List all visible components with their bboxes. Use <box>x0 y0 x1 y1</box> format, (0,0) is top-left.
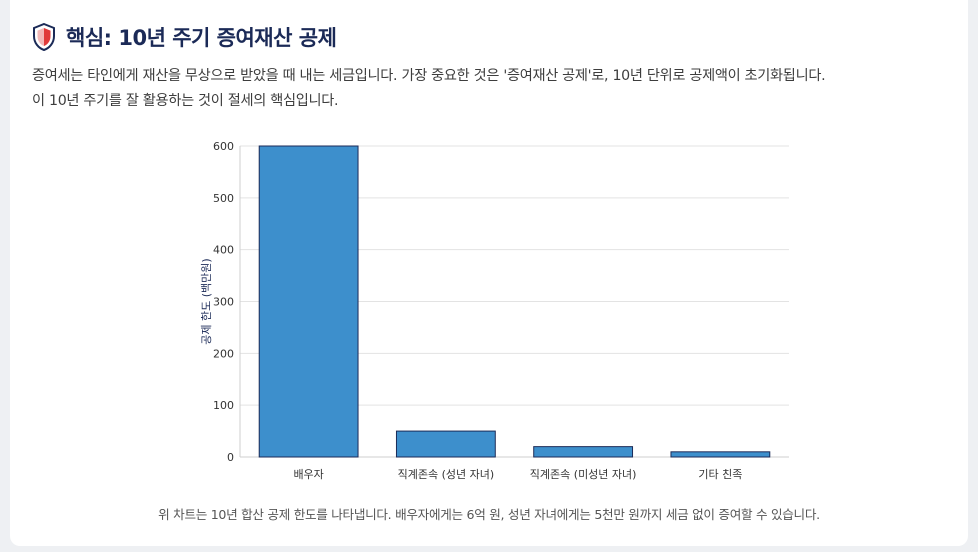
y-tick-label: 300 <box>213 296 234 309</box>
description-line-2: 이 10년 주기를 잘 활용하는 것이 절세의 핵심입니다. <box>32 93 339 109</box>
content-card: 핵심: 10년 주기 증여재산 공제 증여세는 타인에게 재산을 무상으로 받았… <box>10 0 968 546</box>
deduction-bar-chart: 0 100 200 300 400 500 600 공제 한도 (백만원) 배우자 직계존속 (성… <box>200 140 789 481</box>
page-title: 핵심: 10년 주기 증여재산 공제 <box>66 26 337 50</box>
chart-caption: 위 차트는 10년 합산 공제 한도를 나타냅니다. 배우자에게는 6억 원, … <box>158 507 820 522</box>
y-tick-label: 400 <box>213 244 234 257</box>
bar <box>533 446 634 458</box>
y-tick-label: 600 <box>213 140 234 153</box>
y-tick-label: 100 <box>213 399 234 412</box>
bar <box>395 430 496 458</box>
x-tick-label: 직계존속 (성년 자녀) <box>398 468 495 481</box>
y-tick-label: 500 <box>213 192 234 205</box>
x-tick-label: 배우자 <box>293 468 323 481</box>
shield-icon <box>33 23 55 51</box>
y-tick-label: 0 <box>227 451 234 464</box>
bar <box>670 451 771 458</box>
description: 증여세는 타인에게 재산을 무상으로 받았을 때 내는 세금입니다. 가장 중요… <box>32 64 957 114</box>
bar <box>258 145 359 458</box>
description-line-1: 증여세는 타인에게 재산을 무상으로 받았을 때 내는 세금입니다. 가장 중요… <box>32 68 826 84</box>
y-axis-title: 공제 한도 (백만원) <box>200 258 213 344</box>
y-tick-label: 200 <box>213 347 234 360</box>
section-heading: 핵심: 10년 주기 증여재산 공제 <box>32 22 337 52</box>
x-tick-label: 기타 친족 <box>698 468 742 481</box>
x-tick-label: 직계존속 (미성년 자녀) <box>530 468 637 481</box>
